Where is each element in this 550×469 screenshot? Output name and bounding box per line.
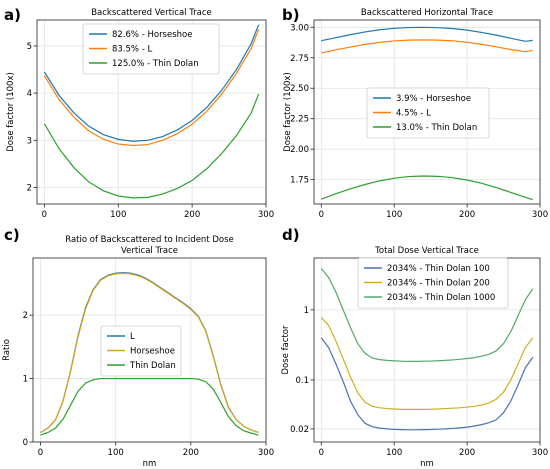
chart-0-title: Backscattered Vertical Trace — [91, 8, 212, 18]
chart-1-series-0-line — [321, 26, 533, 42]
chart-1-title: Backscattered Horizontal Trace — [361, 8, 493, 18]
chart-2-xtick-label-3: 300 — [258, 448, 274, 458]
chart-2-series-1-line — [40, 272, 259, 434]
chart-2-legend-entry-2: Thin Dolan — [129, 361, 176, 371]
panel-a: a) Backscattered Vertical Trace 0 100 200 300… — [4, 6, 274, 220]
chart-0-legend-entry-1: 83.5% - L — [112, 45, 152, 55]
chart-2-xtick-label-2: 200 — [183, 448, 199, 458]
chart-2-legend-entry-1: Horseshoe — [130, 347, 175, 357]
chart-0-series-2-line — [43, 93, 260, 199]
chart-1-ytick-label-4: 2.75 — [290, 54, 309, 64]
chart-0-legend-entry-0: 82.6% - Horseshoe — [112, 30, 192, 40]
chart-2-panel-label: c) — [4, 226, 20, 244]
chart-0-ytick-label-0: 2 — [27, 183, 32, 193]
chart-3-legend-entry-0: 2034% - Thin Dolan 100 — [387, 264, 490, 274]
chart-0-series-0-line — [43, 24, 260, 142]
chart-1-legend-box — [366, 87, 490, 139]
chart-3-title: Total Dose Vertical Trace — [374, 246, 479, 256]
chart-2-xlabel: nm — [143, 459, 157, 469]
chart-3-xtick-label-2: 200 — [459, 448, 475, 458]
chart-2-legend-box — [100, 325, 182, 377]
chart-2-ylabel: Ratio — [2, 339, 12, 361]
chart-0-ytick-label-3: 5 — [27, 42, 32, 52]
chart-1-legend-entry-0: 3.9% - Horseshoe — [396, 94, 471, 104]
chart-0-xtick-label-0: 0 — [42, 210, 47, 220]
chart-3-xlabel: nm — [420, 459, 434, 469]
chart-1-series-1-line — [321, 39, 533, 54]
chart-3-ytick-label-1: 0.1 — [295, 376, 309, 386]
chart-3-xtick-label-3: 300 — [532, 448, 548, 458]
chart-2-title: Ratio of Backscattered to Incident Dose — [65, 235, 234, 245]
chart-2-ytick-label-1: 1 — [23, 375, 28, 385]
chart-0-ytick-label-2: 4 — [27, 89, 32, 99]
chart-0-legend-box — [82, 23, 220, 75]
chart-0-panel-label: a) — [4, 6, 21, 24]
chart-0-xtick-label-3: 300 — [258, 210, 274, 220]
chart-1-xtick-label-2: 200 — [459, 210, 475, 220]
chart-2-xtick-label-0: 0 — [38, 448, 43, 458]
chart-1-ytick-label-0: 1.75 — [290, 176, 309, 186]
chart-1-ylabel: Dose factor (100x) — [283, 72, 293, 152]
chart-1-ytick-label-1: 2.00 — [290, 145, 309, 155]
chart-1-ytick-label-5: 3.00 — [290, 23, 309, 33]
chart-1-xtick-label-3: 300 — [532, 210, 548, 220]
chart-1-xtick-label-1: 100 — [386, 210, 402, 220]
chart-1-ytick-label-3: 2.50 — [290, 84, 309, 94]
chart-1-legend-entry-2: 13.0% - Thin Dolan — [396, 123, 477, 133]
chart-3-xtick-label-1: 100 — [386, 448, 402, 458]
chart-0-xtick-label-2: 200 — [184, 210, 200, 220]
chart-0-xtick-label-1: 100 — [110, 210, 126, 220]
chart-3-legend-box — [357, 257, 509, 309]
chart-2-ytick-label-2: 2 — [23, 311, 28, 321]
panel-c: c) Ratio of Backscattered to Incident Dos… — [2, 226, 274, 469]
chart-0-axes-frame — [36, 19, 267, 205]
chart-3-ylabel: Dose factor — [281, 325, 291, 375]
chart-2-xtick-label-1: 100 — [108, 448, 124, 458]
chart-2-legend-entry-0: L — [130, 332, 135, 342]
chart-1-series-2-line — [321, 175, 533, 201]
chart-3-legend-entry-1: 2034% - Thin Dolan 200 — [387, 279, 490, 289]
chart-1-ytick-label-2: 2.25 — [290, 115, 309, 125]
chart-0-legend-entry-2: 125.0% - Thin Dolan — [112, 59, 199, 69]
chart-2-axes-frame — [32, 257, 267, 443]
chart-3-ytick-label-0: 0.02 — [290, 425, 309, 435]
chart-2-ytick-label-0: 0 — [23, 438, 28, 448]
chart-3-series-2-line — [320, 268, 534, 362]
chart-1-panel-label: b) — [282, 6, 300, 24]
chart-1-xtick-label-0: 0 — [319, 210, 324, 220]
chart-3-xtick-label-0: 0 — [319, 448, 324, 458]
chart-2-series-2-line — [40, 377, 259, 436]
chart-1-legend-entry-1: 4.5% - L — [396, 109, 431, 119]
chart-1-axes-frame — [313, 19, 541, 205]
panel-b: b) Backscattered Horizontal Trace 0 100 200 3… — [282, 6, 548, 220]
chart-3-ytick-label-2: 1 — [304, 306, 309, 316]
chart-2-title-line-1: Vertical Trace — [121, 246, 178, 256]
chart-3-series-0-line — [320, 337, 534, 431]
chart-0-series-1-line — [43, 29, 260, 147]
chart-3-series-1-line — [320, 317, 534, 410]
chart-0-ytick-label-1: 3 — [27, 136, 32, 146]
chart-3-panel-label: d) — [282, 226, 300, 244]
chart-3-legend-entry-2: 2034% - Thin Dolan 1000 — [387, 293, 495, 303]
panel-d: d) Total Dose Vertical Trace 0 100 200 300 0.0… — [281, 226, 548, 469]
chart-0-ylabel: Dose factor (100x) — [6, 72, 16, 152]
